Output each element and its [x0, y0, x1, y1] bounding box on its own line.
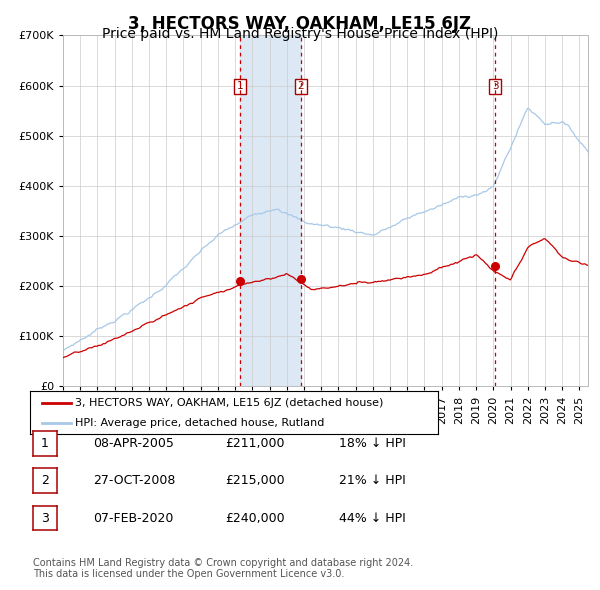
Text: 44% ↓ HPI: 44% ↓ HPI	[339, 512, 406, 525]
Text: 1: 1	[236, 81, 243, 91]
Text: 3, HECTORS WAY, OAKHAM, LE15 6JZ: 3, HECTORS WAY, OAKHAM, LE15 6JZ	[128, 15, 472, 33]
Text: 2: 2	[298, 81, 304, 91]
Bar	[240, 35, 301, 386]
Text: £240,000: £240,000	[225, 512, 284, 525]
Text: This data is licensed under the Open Government Licence v3.0.: This data is licensed under the Open Gov…	[33, 569, 344, 579]
Text: 21% ↓ HPI: 21% ↓ HPI	[339, 474, 406, 487]
Text: 08-APR-2005: 08-APR-2005	[93, 437, 174, 450]
Text: Price paid vs. HM Land Registry's House Price Index (HPI): Price paid vs. HM Land Registry's House …	[102, 27, 498, 41]
Text: 3, HECTORS WAY, OAKHAM, LE15 6JZ (detached house): 3, HECTORS WAY, OAKHAM, LE15 6JZ (detach…	[75, 398, 383, 408]
Text: 1: 1	[41, 437, 49, 450]
Text: 3: 3	[492, 81, 499, 91]
Text: Contains HM Land Registry data © Crown copyright and database right 2024.: Contains HM Land Registry data © Crown c…	[33, 558, 413, 568]
Text: £215,000: £215,000	[225, 474, 284, 487]
Text: 18% ↓ HPI: 18% ↓ HPI	[339, 437, 406, 450]
Text: 27-OCT-2008: 27-OCT-2008	[93, 474, 175, 487]
Text: 07-FEB-2020: 07-FEB-2020	[93, 512, 173, 525]
Text: 2: 2	[41, 474, 49, 487]
Text: 3: 3	[41, 512, 49, 525]
Text: HPI: Average price, detached house, Rutland: HPI: Average price, detached house, Rutl…	[75, 418, 324, 428]
Text: £211,000: £211,000	[225, 437, 284, 450]
